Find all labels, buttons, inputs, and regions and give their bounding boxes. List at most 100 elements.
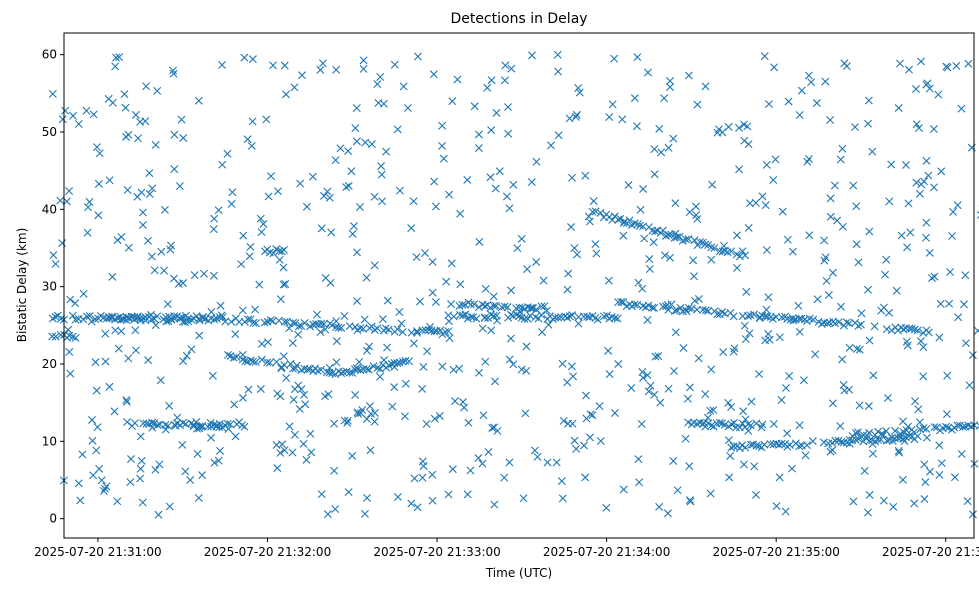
data-point: [412, 253, 421, 262]
data-point: [164, 421, 173, 430]
data-point: [85, 197, 94, 206]
data-point: [693, 100, 702, 109]
data-point: [179, 133, 188, 142]
data-point: [366, 446, 375, 455]
data-point: [905, 65, 914, 74]
data-point: [438, 362, 447, 371]
data-point: [591, 314, 600, 322]
data-point: [401, 356, 410, 365]
data-point: [344, 181, 353, 190]
data-point: [307, 448, 316, 457]
data-point: [370, 261, 379, 270]
data-point: [813, 295, 822, 304]
data-point: [912, 84, 921, 93]
data-point: [973, 326, 979, 335]
data-point: [108, 272, 117, 281]
data-point: [280, 61, 289, 70]
data-point: [316, 65, 325, 74]
data-point: [561, 312, 570, 321]
data-point: [323, 187, 332, 196]
data-point: [88, 415, 97, 424]
data-point: [778, 207, 787, 216]
data-point: [634, 455, 643, 464]
data-point: [764, 293, 773, 302]
data-point: [238, 306, 247, 315]
data-point: [803, 441, 811, 450]
data-point: [71, 299, 80, 308]
data-point: [123, 186, 132, 194]
data-point: [332, 337, 341, 346]
data-point: [954, 313, 963, 322]
data-point: [150, 266, 159, 275]
data-point: [377, 170, 386, 179]
data-point: [744, 140, 753, 149]
data-point: [567, 223, 576, 232]
data-point: [953, 201, 962, 210]
data-point: [924, 171, 933, 180]
data-point: [169, 274, 178, 283]
data-point: [259, 219, 268, 228]
data-point: [360, 315, 369, 324]
data-point: [681, 235, 690, 244]
data-point: [56, 330, 65, 339]
data-point: [65, 347, 74, 356]
data-point: [97, 476, 106, 485]
data-point: [397, 319, 406, 328]
data-point: [868, 449, 877, 458]
data-point: [684, 235, 693, 244]
data-point: [361, 138, 370, 147]
data-point: [89, 471, 98, 480]
data-point: [195, 331, 204, 340]
data-point: [572, 112, 580, 121]
data-point: [838, 144, 847, 153]
data-point: [51, 332, 60, 341]
data-point: [975, 421, 979, 430]
data-point: [701, 306, 710, 315]
data-point: [807, 78, 816, 87]
data-point: [877, 306, 886, 315]
data-point: [257, 355, 266, 364]
data-point: [85, 312, 94, 321]
data-point: [823, 319, 832, 328]
data-point: [906, 228, 915, 237]
data-point: [589, 197, 598, 206]
data-point: [373, 80, 382, 89]
data-point: [968, 351, 977, 360]
data-point: [663, 509, 672, 518]
data-point: [207, 307, 216, 316]
data-point: [898, 417, 907, 426]
data-point: [619, 219, 628, 227]
data-point: [604, 276, 613, 285]
data-point: [478, 324, 487, 333]
data-point: [263, 358, 272, 367]
data-point: [575, 88, 584, 97]
data-point: [334, 323, 343, 332]
data-point: [337, 323, 346, 332]
data-point: [608, 215, 617, 224]
data-point: [544, 320, 553, 329]
data-point: [173, 413, 182, 422]
data-point: [428, 257, 437, 266]
data-point: [351, 391, 360, 400]
data-point: [715, 418, 724, 427]
data-point: [448, 97, 457, 106]
data-point: [828, 268, 837, 277]
data-point: [659, 302, 667, 311]
data-point: [675, 232, 684, 241]
data-point: [707, 243, 716, 252]
data-point: [442, 277, 451, 286]
data-point: [378, 315, 387, 324]
data-point: [171, 421, 180, 430]
data-point: [738, 247, 747, 256]
data-point: [246, 242, 255, 251]
data-point: [900, 437, 909, 446]
y-tick-label: 40: [42, 202, 57, 216]
data-point: [703, 413, 712, 422]
data-point: [380, 356, 389, 365]
data-point: [659, 226, 667, 235]
data-point: [93, 423, 102, 432]
data-point: [896, 59, 905, 68]
data-point: [830, 181, 839, 190]
data-point: [464, 418, 473, 427]
y-tick-label: 10: [42, 434, 57, 448]
